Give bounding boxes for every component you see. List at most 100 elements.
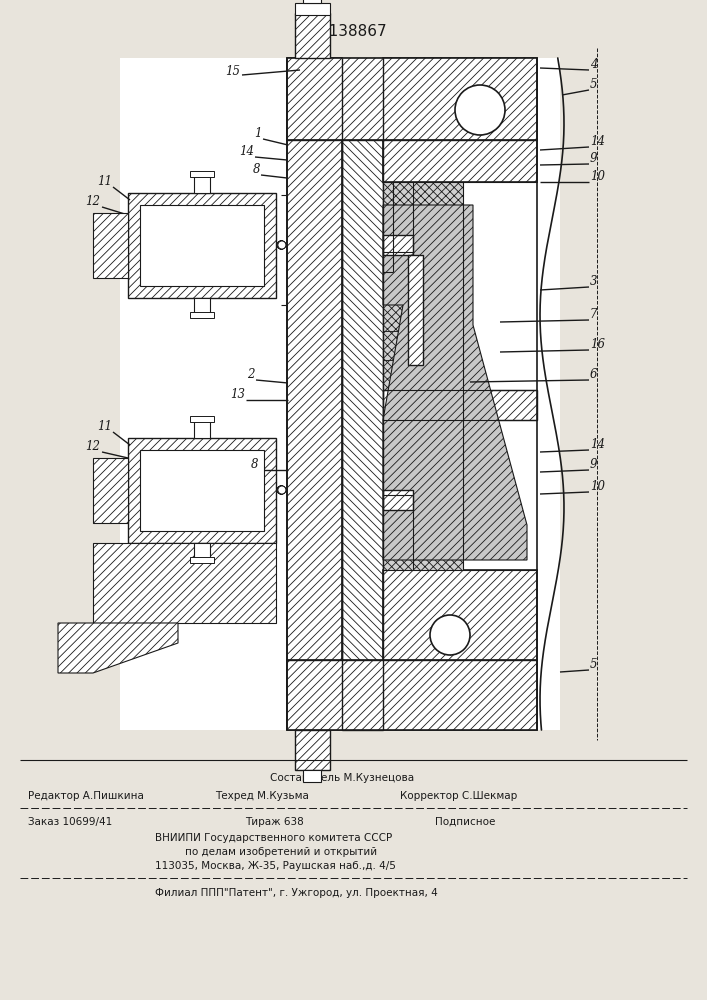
Bar <box>383 271 463 301</box>
Bar <box>383 301 463 331</box>
Bar <box>128 193 276 298</box>
Bar <box>383 480 463 510</box>
Text: 13: 13 <box>230 388 245 401</box>
Bar <box>303 0 321 3</box>
Circle shape <box>277 486 285 494</box>
Bar <box>190 171 214 177</box>
Bar <box>383 235 413 255</box>
Bar <box>287 58 537 140</box>
Text: 14: 14 <box>590 438 605 451</box>
Text: 9: 9 <box>590 152 597 165</box>
Text: 2: 2 <box>247 368 255 381</box>
Bar <box>194 175 210 193</box>
Circle shape <box>277 241 285 249</box>
Bar <box>383 58 537 182</box>
Text: 12: 12 <box>85 440 100 453</box>
Text: 5: 5 <box>590 658 597 671</box>
Bar <box>190 312 214 318</box>
Circle shape <box>278 486 286 494</box>
Text: ВНИИПИ Государственного комитета СССР: ВНИИПИ Государственного комитета СССР <box>155 833 392 843</box>
Text: 4: 4 <box>590 58 597 71</box>
Circle shape <box>277 241 286 249</box>
Text: 12: 12 <box>85 195 100 208</box>
Circle shape <box>278 241 286 249</box>
Text: 16: 16 <box>590 338 605 351</box>
Bar <box>194 543 210 559</box>
Text: Корректор С.Шекмар: Корректор С.Шекмар <box>400 791 518 801</box>
Bar <box>190 416 214 422</box>
Circle shape <box>455 85 505 135</box>
Circle shape <box>277 486 285 494</box>
Bar <box>140 205 264 286</box>
Text: 9: 9 <box>590 458 597 471</box>
Text: Заказ 10699/41: Заказ 10699/41 <box>28 817 112 827</box>
Bar <box>295 13 330 58</box>
Bar <box>287 58 342 730</box>
Bar <box>194 420 210 438</box>
Bar <box>383 212 463 241</box>
Bar <box>128 438 276 543</box>
Text: 11: 11 <box>97 175 112 188</box>
Text: Составитель М.Кузнецова: Составитель М.Кузнецова <box>270 773 414 783</box>
Text: 14: 14 <box>239 145 254 158</box>
Polygon shape <box>383 205 527 560</box>
Bar <box>303 770 321 782</box>
Circle shape <box>277 241 286 249</box>
Bar <box>93 458 128 523</box>
Bar <box>383 540 463 570</box>
Text: 1: 1 <box>255 127 262 140</box>
Bar <box>383 241 463 271</box>
Bar <box>383 510 463 540</box>
Circle shape <box>278 241 286 249</box>
Bar <box>383 490 413 510</box>
Bar <box>383 331 463 360</box>
Bar <box>342 58 383 730</box>
Text: 14: 14 <box>590 135 605 148</box>
Text: Подписное: Подписное <box>435 817 496 827</box>
Circle shape <box>278 486 286 494</box>
Bar <box>93 543 276 623</box>
Text: 15: 15 <box>225 65 240 78</box>
Polygon shape <box>383 390 537 420</box>
Bar <box>190 557 214 563</box>
Text: по делам изобретений и открытий: по делам изобретений и открытий <box>185 847 377 857</box>
Text: 3: 3 <box>590 275 597 288</box>
Circle shape <box>277 486 285 494</box>
Bar <box>383 420 463 450</box>
Text: 7: 7 <box>590 308 597 321</box>
Circle shape <box>278 486 286 494</box>
Text: 113035, Москва, Ж-35, Раушская наб.,д. 4/5: 113035, Москва, Ж-35, Раушская наб.,д. 4… <box>155 861 396 871</box>
Text: 5: 5 <box>590 78 597 91</box>
Bar <box>140 450 264 531</box>
Polygon shape <box>58 623 178 673</box>
Bar <box>383 360 463 390</box>
Text: 6: 6 <box>590 368 597 381</box>
Text: Техред М.Кузьма: Техред М.Кузьма <box>215 791 309 801</box>
Circle shape <box>278 241 286 249</box>
Circle shape <box>277 241 285 249</box>
Text: Филиал ППП"Патент", г. Ужгород, ул. Проектная, 4: Филиал ППП"Патент", г. Ужгород, ул. Прое… <box>155 888 438 898</box>
Text: 1138867: 1138867 <box>319 24 387 39</box>
Text: Редактор А.Пишкина: Редактор А.Пишкина <box>28 791 144 801</box>
Bar <box>295 730 330 770</box>
Bar <box>383 570 537 730</box>
Text: 8: 8 <box>250 458 258 471</box>
Text: 11: 11 <box>97 420 112 433</box>
Text: 10: 10 <box>590 480 605 493</box>
Bar <box>383 450 463 480</box>
Bar <box>383 182 463 212</box>
Bar <box>194 298 210 314</box>
Bar <box>93 213 128 278</box>
Bar <box>120 58 560 730</box>
Bar <box>408 255 423 365</box>
Circle shape <box>277 241 285 249</box>
Circle shape <box>277 486 286 494</box>
Text: 8: 8 <box>252 163 260 176</box>
Bar <box>295 3 330 15</box>
Circle shape <box>430 615 470 655</box>
Bar <box>287 660 537 730</box>
Text: 10: 10 <box>590 170 605 183</box>
Text: Тираж 638: Тираж 638 <box>245 817 304 827</box>
Circle shape <box>278 241 286 249</box>
Circle shape <box>277 486 286 494</box>
